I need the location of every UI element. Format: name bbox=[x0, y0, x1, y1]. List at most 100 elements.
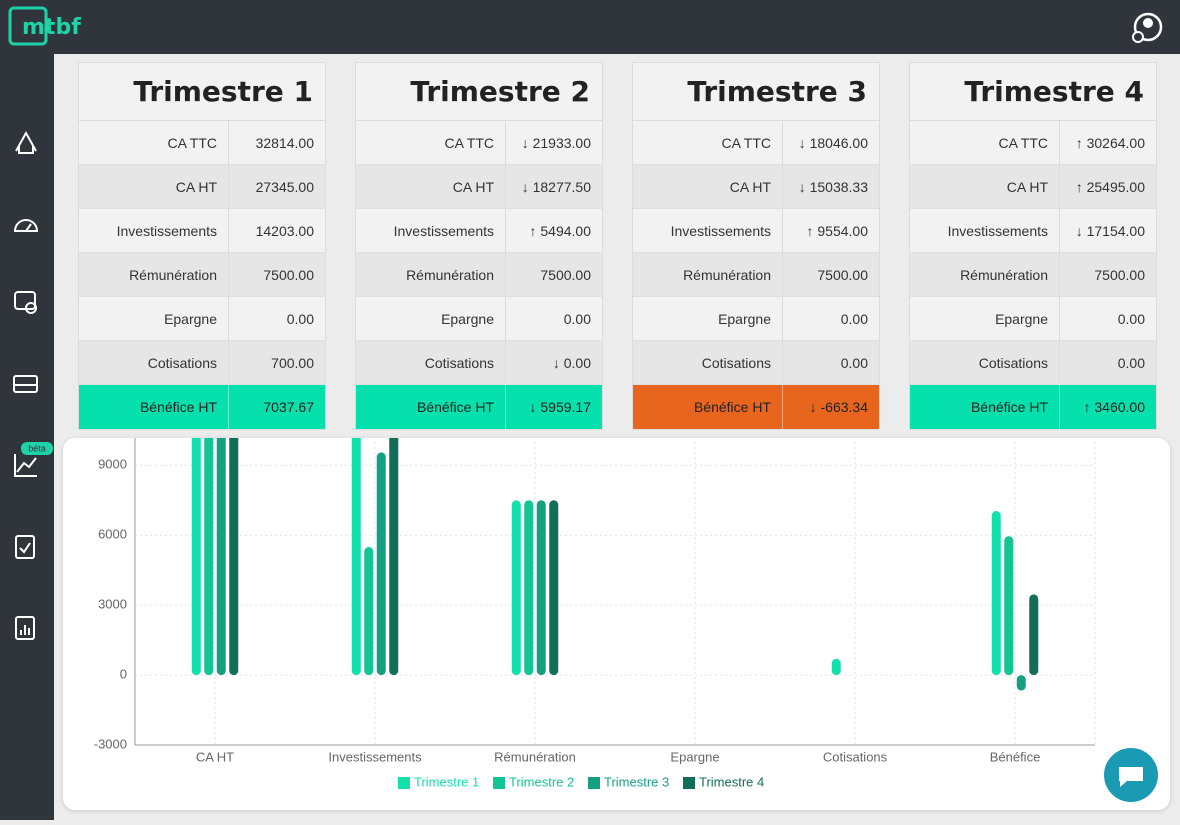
y-tick-label: -3000 bbox=[94, 736, 127, 751]
row-label: Rémunération bbox=[356, 253, 506, 296]
logo-icon bbox=[8, 6, 48, 46]
user-badge bbox=[1132, 31, 1144, 43]
table-row: Rémunération 7500.00 bbox=[79, 253, 325, 297]
row-value: ↑ 25495.00 bbox=[1075, 179, 1145, 195]
row-label: Investissements bbox=[633, 209, 783, 252]
table-row: Investissements 14203.00 bbox=[79, 209, 325, 253]
top-bar: mtbf bbox=[0, 0, 1180, 54]
quarter-card: Trimestre 4 CA TTC ↑ 30264.00 CA HT ↑ 25495.… bbox=[909, 62, 1157, 430]
row-value: 7500.00 bbox=[540, 267, 591, 283]
result-row: Bénéfice HT ↓ 5959.17 bbox=[356, 385, 602, 429]
row-label: Rémunération bbox=[79, 253, 229, 296]
row-value: 7500.00 bbox=[1094, 267, 1145, 283]
home-icon[interactable] bbox=[15, 130, 37, 154]
bar bbox=[549, 500, 559, 676]
legend-label: Trimestre 2 bbox=[509, 774, 574, 789]
table-row: Cotisations 700.00 bbox=[79, 341, 325, 385]
row-label: Cotisations bbox=[356, 341, 506, 384]
chart-icon[interactable] bbox=[14, 454, 37, 477]
bar bbox=[1016, 675, 1026, 691]
table-row: CA HT ↑ 25495.00 bbox=[910, 165, 1156, 209]
table-row: CA HT ↓ 15038.33 bbox=[633, 165, 879, 209]
quarter-card: Trimestre 3 CA TTC ↓ 18046.00 CA HT ↓ 15038.… bbox=[632, 62, 880, 430]
row-value: ↓ 21933.00 bbox=[521, 135, 591, 151]
chat-button[interactable] bbox=[1103, 747, 1159, 803]
result-label: Bénéfice HT bbox=[633, 385, 783, 429]
row-label: CA HT bbox=[633, 165, 783, 208]
legend-label: Trimestre 3 bbox=[604, 774, 669, 789]
bar bbox=[524, 500, 534, 676]
row-value: 0.00 bbox=[1117, 311, 1145, 327]
money-icon[interactable] bbox=[14, 291, 36, 310]
table-row: CA TTC ↓ 18046.00 bbox=[633, 121, 879, 165]
table-row: CA TTC ↓ 21933.00 bbox=[356, 121, 602, 165]
result-label: Bénéfice HT bbox=[79, 385, 229, 429]
chat-icon bbox=[1119, 767, 1143, 787]
bar bbox=[536, 500, 546, 676]
result-row: Bénéfice HT ↑ 3460.00 bbox=[910, 385, 1156, 429]
table-row: Investissements ↑ 5494.00 bbox=[356, 209, 602, 253]
bar bbox=[216, 438, 226, 676]
bar bbox=[191, 438, 201, 676]
y-tick-label: 3000 bbox=[98, 597, 127, 612]
legend-swatch bbox=[493, 777, 505, 789]
row-value: ↑ 9554.00 bbox=[806, 223, 869, 239]
row-label: Epargne bbox=[356, 297, 506, 340]
bar bbox=[364, 547, 374, 676]
chart-panel: -3000 0 3000 6000 9000 CA HT Investissements Ré… bbox=[63, 438, 1170, 810]
bar bbox=[1029, 594, 1039, 676]
report-bars bbox=[20, 625, 30, 635]
row-label: CA TTC bbox=[79, 121, 229, 164]
table-row: Rémunération 7500.00 bbox=[910, 253, 1156, 297]
dashboard-icon[interactable] bbox=[13, 219, 39, 232]
y-tick-label: 0 bbox=[120, 667, 127, 682]
card-rows: CA TTC ↓ 18046.00 CA HT ↓ 15038.33 Investiss… bbox=[633, 121, 879, 385]
top-bar-icons: mtbf bbox=[8, 6, 1163, 46]
result-value: ↑ 3460.00 bbox=[1083, 399, 1146, 415]
row-label: CA TTC bbox=[633, 121, 783, 164]
user-icon[interactable] bbox=[1133, 12, 1163, 42]
bar bbox=[389, 438, 399, 676]
table-row: Epargne 0.00 bbox=[356, 297, 602, 341]
card-rows: CA TTC ↓ 21933.00 CA HT ↓ 18277.50 Investiss… bbox=[356, 121, 602, 385]
row-value: 0.00 bbox=[286, 311, 314, 327]
legend-swatch bbox=[398, 777, 410, 789]
legend-label: Trimestre 4 bbox=[699, 774, 764, 789]
quarter-card: Trimestre 1 CA TTC 32814.00 CA HT 27345.00 In… bbox=[78, 62, 326, 430]
row-label: Epargne bbox=[79, 297, 229, 340]
row-value: ↑ 30264.00 bbox=[1075, 135, 1145, 151]
x-tick-label: Cotisations bbox=[823, 749, 888, 764]
row-value: 700.00 bbox=[271, 355, 314, 371]
card-title: Trimestre 1 bbox=[79, 63, 325, 121]
quarter-card: Trimestre 2 CA TTC ↓ 21933.00 CA HT ↓ 18277.… bbox=[355, 62, 603, 430]
y-tick-label: 9000 bbox=[98, 457, 127, 472]
report-icon[interactable] bbox=[15, 616, 35, 640]
row-label: Cotisations bbox=[79, 341, 229, 384]
bar bbox=[204, 438, 214, 676]
row-value: 14203.00 bbox=[255, 223, 314, 239]
row-value: 32814.00 bbox=[255, 135, 314, 151]
row-label: Rémunération bbox=[633, 253, 783, 296]
result-label: Bénéfice HT bbox=[356, 385, 506, 429]
result-row: Bénéfice HT 7037.67 bbox=[79, 385, 325, 429]
x-tick-label: Investissements bbox=[328, 749, 422, 764]
legend-swatch bbox=[588, 777, 600, 789]
bar bbox=[229, 438, 239, 676]
row-value: 0.00 bbox=[1117, 355, 1145, 371]
row-label: CA HT bbox=[79, 165, 229, 208]
x-tick-label: CA HT bbox=[196, 749, 234, 764]
card-title: Trimestre 2 bbox=[356, 63, 602, 121]
card-rows: CA TTC 32814.00 CA HT 27345.00 Investissemen… bbox=[79, 121, 325, 385]
table-row: Cotisations 0.00 bbox=[633, 341, 879, 385]
row-label: Rémunération bbox=[910, 253, 1060, 296]
table-row: Cotisations 0.00 bbox=[910, 341, 1156, 385]
checklist-icon[interactable] bbox=[15, 535, 35, 559]
row-label: CA TTC bbox=[910, 121, 1060, 164]
row-value: 27345.00 bbox=[255, 179, 314, 195]
table-row: Epargne 0.00 bbox=[633, 297, 879, 341]
logo: mtbf bbox=[22, 15, 81, 40]
row-label: Cotisations bbox=[633, 341, 783, 384]
row-value: ↓ 18046.00 bbox=[798, 135, 868, 151]
table-row: Rémunération 7500.00 bbox=[356, 253, 602, 297]
